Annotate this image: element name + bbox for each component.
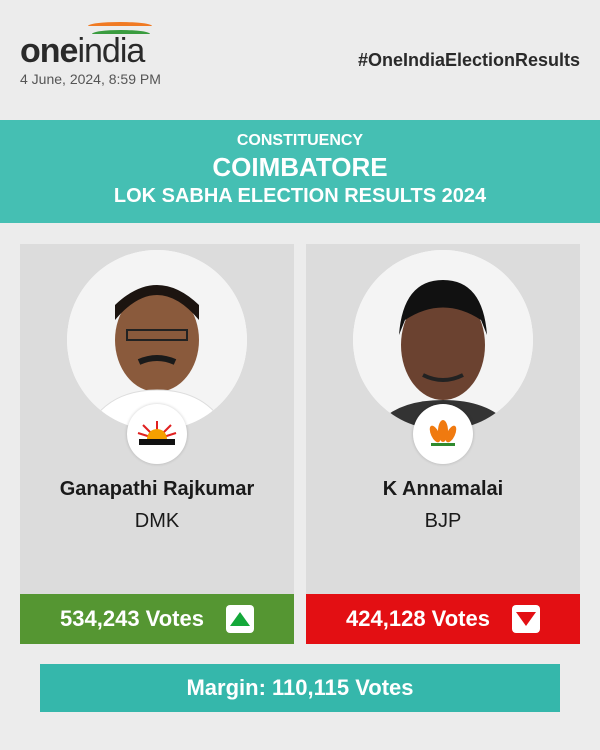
results-title: LOK SABHA ELECTION RESULTS 2024 [113, 185, 487, 207]
constituency-label: CONSTITUENCY [236, 132, 364, 149]
candidate-card-runnerup: K Annamalai BJP [306, 244, 580, 594]
candidate-name: Ganapathi Rajkumar [59, 478, 255, 500]
candidate-photo [353, 250, 533, 430]
vote-count: 534,243 Votes [60, 606, 204, 631]
margin-bar: Margin: 110,115 Votes [40, 664, 560, 712]
rising-sun-icon [127, 404, 187, 464]
flag-swoosh-icon [92, 30, 150, 38]
votes-bar-winner: 534,243 Votes [20, 594, 294, 644]
constituency-banner: CONSTITUENCY COIMBATORE LOK SABHA ELECTI… [0, 120, 600, 223]
logo-text: india [77, 32, 145, 70]
lotus-icon [413, 404, 473, 464]
vote-count: 424,128 Votes [346, 606, 490, 631]
flag-swoosh-icon [88, 22, 152, 30]
candidate-photo [67, 250, 247, 430]
timestamp: 4 June, 2024, 8:59 PM [20, 71, 161, 87]
hashtag: #OneIndiaElectionResults [357, 50, 580, 70]
constituency-name: COIMBATORE [212, 152, 388, 182]
candidate-party: DMK [134, 510, 180, 532]
arrow-up-icon [225, 605, 254, 633]
candidate-card-winner: Ganapathi Rajkumar DMK [20, 244, 294, 594]
votes-bar-runnerup: 424,128 Votes [306, 594, 580, 644]
oneindia-logo: oneindia [20, 20, 160, 70]
candidate-party: BJP [424, 510, 462, 532]
candidate-name: K Annamalai [382, 478, 504, 500]
logo-text-bold: one [20, 32, 78, 70]
arrow-down-icon [511, 605, 540, 633]
